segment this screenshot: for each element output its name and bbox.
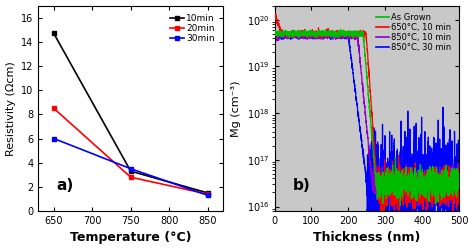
- Y-axis label: Mg (cm⁻³): Mg (cm⁻³): [231, 80, 241, 136]
- 650°C, 10 min: [272, 16, 277, 19]
- 10min: [205, 192, 210, 194]
- 20min: [128, 176, 134, 179]
- Legend: 10min, 20min, 30min: 10min, 20min, 30min: [166, 10, 219, 47]
- 850°C, 10 min: [456, 186, 462, 189]
- 850°C, 30 min: [362, 163, 367, 166]
- Y-axis label: Resistivity (Ωcm): Resistivity (Ωcm): [6, 61, 16, 156]
- 850°C, 10 min: [356, 53, 362, 56]
- 850°C, 10 min: [272, 36, 277, 39]
- 850°C, 10 min: [362, 104, 367, 106]
- As Grown: [272, 32, 277, 35]
- As Grown: [398, 204, 403, 207]
- 850°C, 30 min: [451, 195, 457, 198]
- X-axis label: Thickness (nm): Thickness (nm): [313, 232, 420, 244]
- 850°C, 10 min: [281, 34, 287, 37]
- 650°C, 10 min: [356, 32, 362, 34]
- 20min: [51, 107, 56, 110]
- As Grown: [456, 188, 462, 191]
- 650°C, 10 min: [362, 32, 367, 35]
- As Grown: [417, 179, 423, 182]
- As Grown: [451, 182, 457, 185]
- 850°C, 10 min: [415, 205, 421, 208]
- Line: 650°C, 10 min: 650°C, 10 min: [274, 14, 459, 219]
- 650°C, 10 min: [281, 33, 287, 36]
- 10min: [51, 32, 56, 35]
- 650°C, 10 min: [378, 218, 383, 221]
- 850°C, 30 min: [272, 34, 277, 37]
- As Grown: [281, 32, 287, 35]
- 20min: [205, 192, 210, 196]
- Line: 850°C, 10 min: 850°C, 10 min: [274, 31, 459, 206]
- Line: 850°C, 30 min: 850°C, 30 min: [274, 32, 459, 220]
- 850°C, 30 min: [365, 219, 370, 222]
- 650°C, 10 min: [272, 12, 277, 16]
- As Grown: [356, 32, 362, 35]
- Text: a): a): [57, 178, 74, 194]
- 850°C, 10 min: [328, 30, 334, 33]
- 650°C, 10 min: [417, 198, 423, 201]
- X-axis label: Temperature (°C): Temperature (°C): [70, 232, 191, 244]
- 850°C, 30 min: [417, 151, 423, 154]
- Line: 30min: 30min: [52, 137, 210, 197]
- Line: As Grown: As Grown: [274, 29, 459, 205]
- As Grown: [451, 188, 457, 192]
- Line: 10min: 10min: [52, 32, 210, 195]
- 10min: [128, 170, 134, 173]
- 650°C, 10 min: [451, 196, 457, 199]
- As Grown: [338, 28, 344, 31]
- 850°C, 30 min: [356, 125, 362, 128]
- 30min: [51, 137, 56, 140]
- Line: 20min: 20min: [52, 106, 210, 196]
- 30min: [128, 167, 134, 170]
- As Grown: [362, 46, 367, 48]
- 650°C, 10 min: [456, 169, 462, 172]
- 650°C, 10 min: [451, 194, 457, 197]
- 850°C, 30 min: [451, 200, 457, 203]
- 30min: [205, 194, 210, 197]
- 850°C, 10 min: [451, 188, 457, 191]
- Text: b): b): [293, 178, 311, 194]
- Legend: As Grown, 650°C, 10 min, 850°C, 10 min, 850°C, 30 min: As Grown, 650°C, 10 min, 850°C, 10 min, …: [373, 10, 455, 55]
- 850°C, 30 min: [328, 30, 334, 33]
- 850°C, 10 min: [451, 179, 457, 182]
- 850°C, 10 min: [417, 176, 423, 179]
- 850°C, 30 min: [281, 34, 287, 37]
- 850°C, 30 min: [456, 172, 462, 175]
